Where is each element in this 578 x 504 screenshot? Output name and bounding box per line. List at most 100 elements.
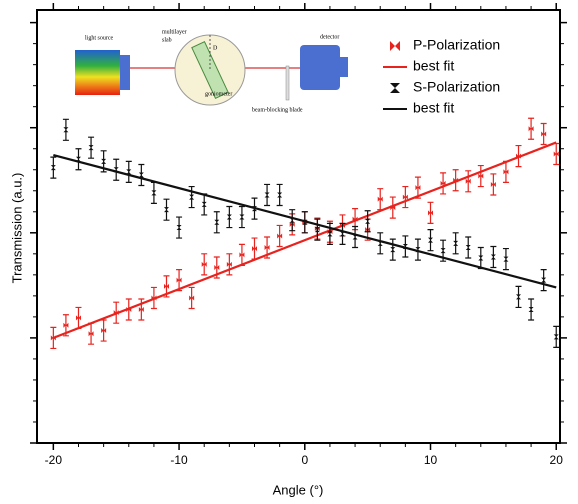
error-bar xyxy=(528,117,535,140)
error-bar xyxy=(377,232,384,255)
marker xyxy=(151,190,157,196)
y-axis-label: Transmission (a.u.) xyxy=(9,173,24,284)
error-bar xyxy=(138,163,145,187)
blade xyxy=(285,65,290,101)
legend-label: P-Polarization xyxy=(413,37,500,53)
marker xyxy=(163,283,169,289)
legend-label: best fit xyxy=(413,100,454,116)
marker xyxy=(541,131,547,137)
fit-line xyxy=(52,141,557,339)
marker xyxy=(490,181,496,187)
marker xyxy=(390,41,400,51)
marker xyxy=(239,252,245,258)
legend-label: best fit xyxy=(413,58,454,74)
error-bar xyxy=(427,229,434,252)
marker xyxy=(478,255,484,261)
marker xyxy=(478,173,484,179)
inset-diagram: light source multilayer slab D goniomete… xyxy=(75,29,348,113)
marker xyxy=(189,194,195,200)
marker xyxy=(365,218,371,224)
plot-frame xyxy=(36,9,561,444)
x-tick-label: 0 xyxy=(301,453,308,467)
marker xyxy=(314,227,320,233)
detector xyxy=(300,45,340,90)
marker xyxy=(465,178,471,184)
marker xyxy=(126,169,132,175)
marker xyxy=(453,240,459,246)
marker xyxy=(327,231,333,237)
marker xyxy=(101,328,107,334)
light-source-body xyxy=(120,55,130,90)
error-bar xyxy=(364,210,371,233)
error-bar xyxy=(163,198,170,221)
marker xyxy=(251,246,257,252)
error-bar xyxy=(339,222,346,245)
slab xyxy=(191,41,229,99)
inset-label: D xyxy=(213,45,218,51)
marker xyxy=(226,214,232,220)
marker xyxy=(553,151,559,157)
marker xyxy=(390,83,400,93)
marker xyxy=(201,261,207,267)
x-tick-label: -10 xyxy=(170,453,188,467)
x-tick-label: -20 xyxy=(45,453,63,467)
marker xyxy=(50,165,56,171)
marker xyxy=(415,185,421,191)
error-bar xyxy=(276,183,283,207)
marker xyxy=(428,210,434,216)
x-tick-label: 10 xyxy=(424,453,438,467)
marker xyxy=(465,245,471,251)
marker xyxy=(490,254,496,260)
error-bar xyxy=(238,205,245,229)
marker xyxy=(239,214,245,220)
inset-label: beam-blocking blade xyxy=(252,107,303,113)
marker xyxy=(264,192,270,198)
marker xyxy=(390,247,396,253)
detector-end xyxy=(340,57,348,77)
marker xyxy=(75,315,81,321)
error-bar xyxy=(314,218,321,241)
marker xyxy=(377,196,383,202)
error-bar xyxy=(125,160,132,183)
error-bar xyxy=(264,183,271,207)
marker xyxy=(201,201,207,207)
error-bar xyxy=(402,185,409,209)
x-tick-label: 20 xyxy=(550,453,564,467)
marker xyxy=(503,256,509,262)
error-bar xyxy=(352,225,359,249)
x-axis-label: Angle (°) xyxy=(273,482,324,497)
marker xyxy=(503,169,509,175)
inset-label: multilayer xyxy=(162,29,187,35)
inset-label: light source xyxy=(85,35,113,41)
marker xyxy=(516,294,522,300)
marker xyxy=(277,233,283,239)
light-source xyxy=(75,50,120,95)
inset-label: goniometer xyxy=(205,91,232,97)
marker xyxy=(138,307,144,313)
marker xyxy=(440,248,446,254)
marker xyxy=(88,145,94,151)
error-bar xyxy=(540,268,547,292)
marker xyxy=(101,158,107,164)
error-bar xyxy=(113,158,120,181)
marker xyxy=(63,127,69,133)
marker xyxy=(402,194,408,200)
marker xyxy=(214,219,220,225)
marker xyxy=(138,172,144,178)
error-bar xyxy=(176,216,183,239)
marker xyxy=(176,277,182,283)
marker xyxy=(88,331,94,337)
marker xyxy=(163,207,169,213)
error-bar xyxy=(553,325,560,348)
marker xyxy=(528,307,534,313)
error-bar xyxy=(452,232,459,255)
inset-label: detector xyxy=(320,34,339,40)
error-bar xyxy=(276,224,283,248)
marker xyxy=(528,126,534,132)
marker xyxy=(63,322,69,328)
marker xyxy=(214,264,220,270)
marker xyxy=(541,277,547,283)
error-bar xyxy=(213,211,220,234)
error-bar xyxy=(226,205,233,229)
